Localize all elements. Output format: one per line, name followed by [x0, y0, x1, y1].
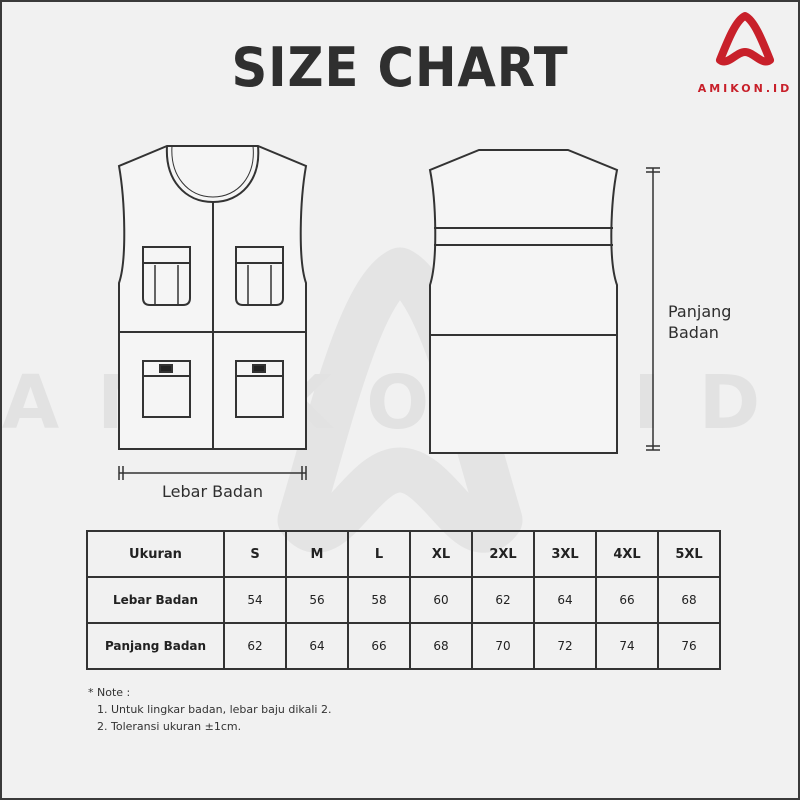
table-cell: 68: [657, 576, 721, 624]
table-cell: 68: [409, 622, 473, 670]
notes-heading: * Note :: [88, 686, 131, 699]
back-vest: [428, 149, 619, 454]
row-label: Lebar Badan: [86, 576, 225, 624]
watermark-logo: [277, 247, 523, 553]
pocket-tab: [252, 364, 266, 373]
notes: * Note : 1. Untuk lingkar badan, lebar b…: [88, 684, 331, 735]
logo-text: AMIKON.ID: [698, 82, 793, 95]
logo-mark: [716, 12, 774, 66]
back-vest-body: [428, 149, 619, 454]
table-cell: 70: [471, 622, 535, 670]
header-cell: 3XL: [533, 530, 597, 578]
table-cell: 66: [595, 576, 659, 624]
brand-logo: AMIKON.ID: [698, 12, 793, 95]
header-cell: 2XL: [471, 530, 535, 578]
upper-right-pocket: [235, 246, 284, 306]
header-cell: 5XL: [657, 530, 721, 578]
header-cell: S: [223, 530, 287, 578]
table-cell: 72: [533, 622, 597, 670]
header-cell: Ukuran: [86, 530, 225, 578]
front-vest: [117, 145, 308, 450]
row-label: Panjang Badan: [86, 622, 225, 670]
lower-left-pocket: [142, 360, 191, 418]
table-cell: 58: [347, 576, 411, 624]
front-vest-neckline-inner: [171, 145, 254, 198]
lower-right-pocket: [235, 360, 284, 418]
header-cell: L: [347, 530, 411, 578]
pocket-tab: [159, 364, 173, 373]
length-measure: [646, 167, 660, 451]
table-header-row: Ukuran S M L XL 2XL 3XL 4XL 5XL: [86, 530, 721, 578]
note-item: 2. Toleransi ukuran ±1cm.: [97, 720, 242, 733]
header-cell: M: [285, 530, 349, 578]
note-item: 1. Untuk lingkar badan, lebar baju dikal…: [97, 703, 332, 716]
header-cell: XL: [409, 530, 473, 578]
length-label-line2: Badan: [668, 323, 719, 342]
table-cell: 64: [533, 576, 597, 624]
table-cell: 62: [471, 576, 535, 624]
table-cell: 66: [347, 622, 411, 670]
table-cell: 62: [223, 622, 287, 670]
width-label: Lebar Badan: [162, 482, 263, 501]
table-cell: 54: [223, 576, 287, 624]
table-cell: 60: [409, 576, 473, 624]
width-measure: [118, 466, 307, 480]
upper-left-pocket: [142, 246, 191, 306]
page-title: SIZE CHART: [231, 36, 569, 99]
size-table: Ukuran S M L XL 2XL 3XL 4XL 5XL Lebar Ba…: [86, 530, 721, 670]
table-row: Lebar Badan 54 56 58 60 62 64 66 68: [86, 576, 721, 624]
table-cell: 56: [285, 576, 349, 624]
table-cell: 64: [285, 622, 349, 670]
table-row: Panjang Badan 62 64 66 68 70 72 74 76: [86, 622, 721, 670]
length-label: Panjang Badan: [668, 301, 731, 343]
table-cell: 76: [657, 622, 721, 670]
length-label-line1: Panjang: [668, 302, 732, 321]
header-cell: 4XL: [595, 530, 659, 578]
table-cell: 74: [595, 622, 659, 670]
